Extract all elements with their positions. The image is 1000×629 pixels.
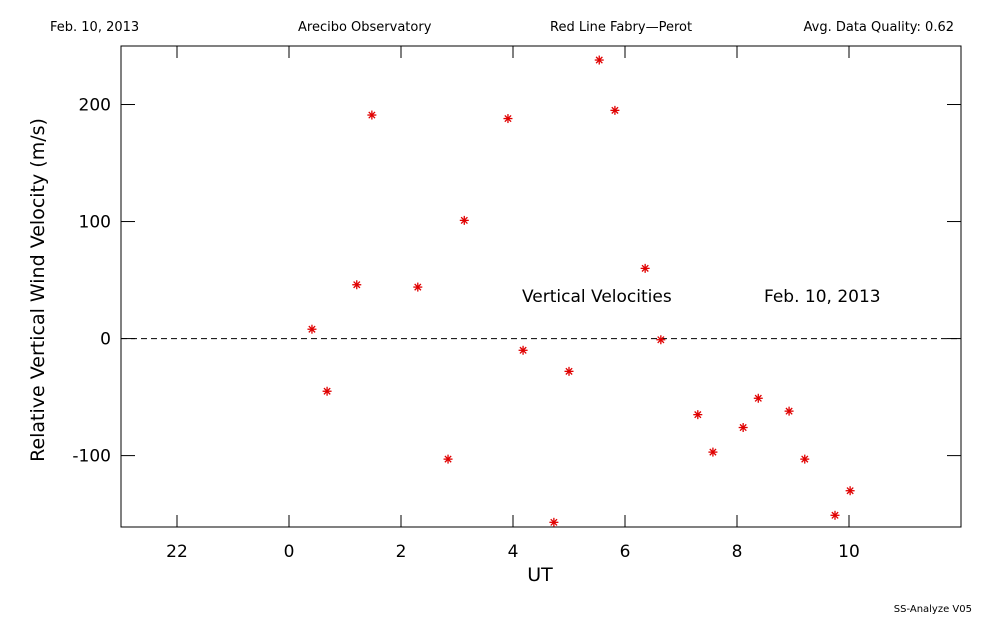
y-tick-label: -100 <box>72 447 111 467</box>
header-instrument: Red Line Fabry—Perot <box>550 20 692 35</box>
data-point <box>413 282 423 292</box>
y-tick-label: 0 <box>100 330 111 350</box>
asterisk-stroke <box>611 106 619 114</box>
x-tick-label: 10 <box>838 542 860 562</box>
asterisk-stroke <box>368 111 376 119</box>
asterisk-stroke <box>657 336 665 344</box>
asterisk-stroke <box>754 394 762 402</box>
data-point <box>708 447 718 457</box>
asterisk-stroke <box>565 367 573 375</box>
asterisk-stroke <box>504 114 512 123</box>
data-point <box>656 335 666 345</box>
asterisk-stroke <box>414 283 422 291</box>
asterisk-stroke <box>801 455 809 463</box>
annotation: Vertical Velocities <box>522 287 672 307</box>
data-point <box>693 410 703 420</box>
x-tick-label: 22 <box>166 542 188 562</box>
asterisk-stroke <box>694 411 702 419</box>
data-point <box>738 423 748 433</box>
asterisk-stroke <box>846 487 854 495</box>
data-point <box>459 215 469 225</box>
asterisk-stroke <box>739 423 747 432</box>
data-point <box>753 393 763 403</box>
y-tick-label: 200 <box>79 96 111 116</box>
asterisk-stroke <box>641 264 649 272</box>
data-point <box>845 486 855 496</box>
asterisk-stroke <box>460 216 468 224</box>
x-tick-label: 0 <box>284 542 295 562</box>
asterisk-stroke <box>323 387 331 395</box>
plot-frame <box>120 45 962 528</box>
x-tick-label: 8 <box>732 542 743 562</box>
data-point <box>352 280 362 290</box>
asterisk-stroke <box>595 56 603 64</box>
data-point <box>784 406 794 416</box>
asterisk-stroke <box>709 448 717 456</box>
x-tick-label: 4 <box>508 542 519 562</box>
asterisk-stroke <box>785 407 793 415</box>
footer: SS-Analyze V05 <box>894 604 972 615</box>
header-site: Arecibo Observatory <box>298 20 432 35</box>
data-point <box>640 263 650 273</box>
x-tick-label: 6 <box>620 542 631 562</box>
asterisk-stroke <box>519 346 527 354</box>
data-point <box>800 454 810 464</box>
asterisk-stroke <box>353 281 361 289</box>
data-point <box>443 454 453 464</box>
data-point <box>830 510 840 520</box>
data-point <box>367 110 377 120</box>
annotation: Feb. 10, 2013 <box>764 287 881 307</box>
data-point <box>594 55 604 65</box>
x-axis-title: UT <box>527 564 553 586</box>
asterisk-stroke <box>308 325 316 333</box>
data-point <box>322 386 332 396</box>
x-tick-label: 2 <box>396 542 407 562</box>
data-point <box>307 324 317 334</box>
header-quality: Avg. Data Quality: 0.62 <box>804 20 954 35</box>
data-point <box>503 114 513 124</box>
data-point <box>549 517 559 527</box>
data-point <box>564 366 574 376</box>
asterisk-stroke <box>550 518 558 526</box>
data-point <box>518 345 528 355</box>
data-point <box>610 105 620 115</box>
asterisk-stroke <box>831 511 839 519</box>
asterisk-stroke <box>444 455 452 463</box>
header-date: Feb. 10, 2013 <box>50 20 139 35</box>
y-axis-title: Relative Vertical Wind Velocity (m/s) <box>27 118 49 462</box>
y-tick-label: 100 <box>79 213 111 233</box>
